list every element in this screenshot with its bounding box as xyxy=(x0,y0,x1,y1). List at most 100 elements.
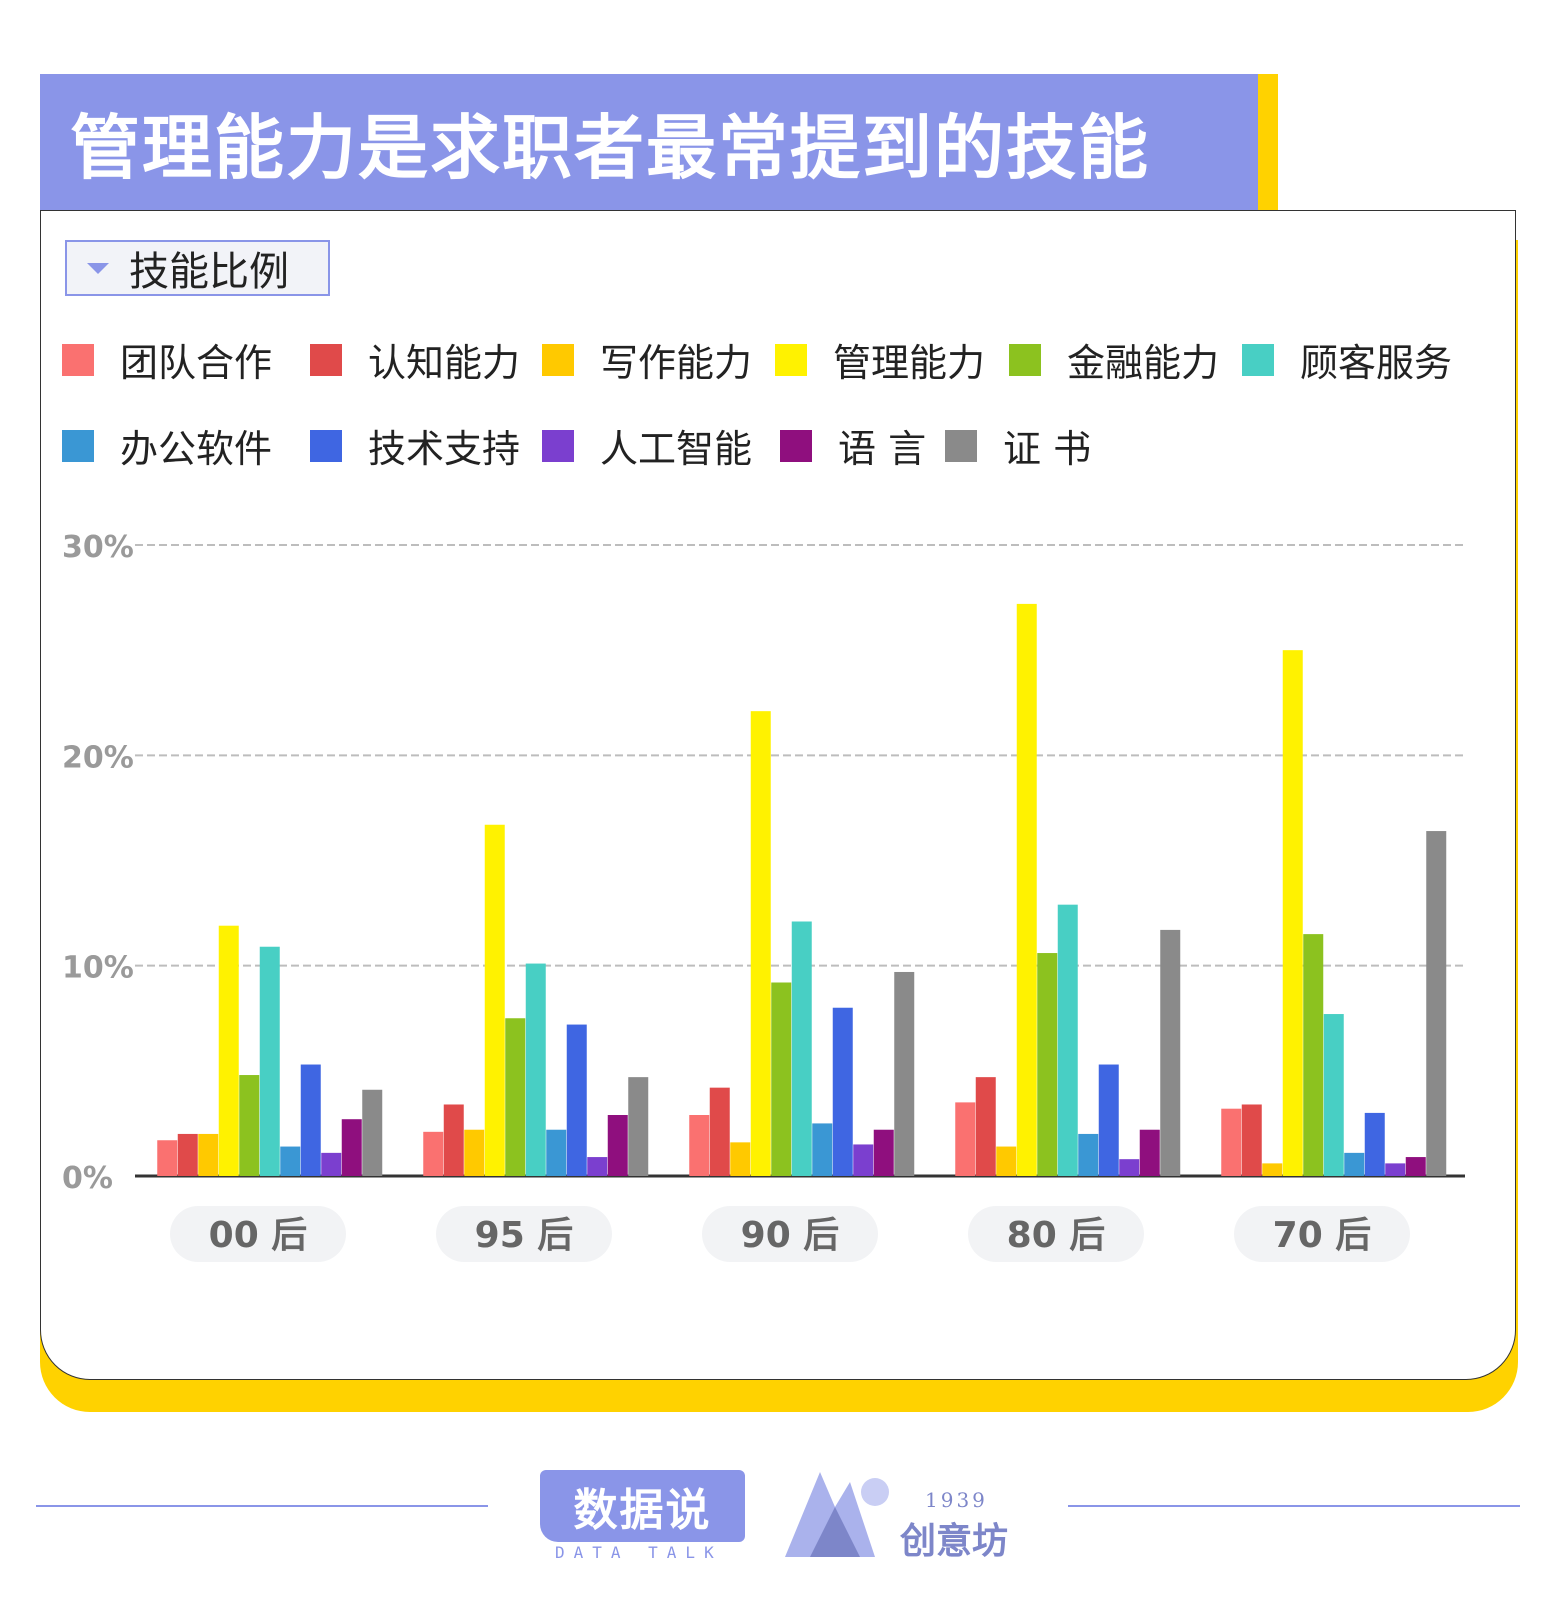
bar xyxy=(1262,1163,1283,1176)
bar xyxy=(894,971,915,1176)
x-tick-pill xyxy=(436,1206,612,1262)
x-tick-pill xyxy=(1234,1206,1410,1262)
bar xyxy=(750,711,771,1176)
legend-item[interactable]: 办公软件 xyxy=(62,418,272,473)
legend-swatch xyxy=(62,429,94,462)
bar xyxy=(1139,1129,1160,1176)
bar xyxy=(321,1152,342,1176)
legend-swatch xyxy=(1242,343,1274,376)
x-tick-label: 80 后 xyxy=(1007,1215,1106,1256)
legend-swatch xyxy=(310,429,342,462)
legend-swatch xyxy=(945,429,977,462)
bar xyxy=(1160,929,1181,1176)
legend-item[interactable]: 团队合作 xyxy=(62,332,272,387)
bar xyxy=(300,1064,321,1176)
legend-item[interactable]: 金融能力 xyxy=(1009,332,1219,387)
bar xyxy=(362,1089,383,1176)
bar xyxy=(1078,1133,1099,1176)
bar xyxy=(1282,650,1303,1176)
bar xyxy=(832,1007,853,1176)
bar xyxy=(975,1077,996,1176)
legend-label: 语 言 xyxy=(838,427,927,471)
y-tick-label: 10% xyxy=(62,951,134,986)
bar xyxy=(546,1129,567,1176)
bar xyxy=(1405,1157,1426,1176)
skill-ratio-dropdown[interactable]: 技能比例 xyxy=(65,240,330,296)
bar xyxy=(1364,1112,1385,1176)
legend-label: 技术支持 xyxy=(368,427,521,471)
bar xyxy=(730,1142,751,1176)
bar xyxy=(566,1024,587,1176)
legend-item[interactable]: 认知能力 xyxy=(310,332,520,387)
x-tick-pill xyxy=(702,1206,878,1262)
bar xyxy=(1426,831,1447,1176)
bar xyxy=(587,1157,608,1176)
logo-brand-text: 创意坊 xyxy=(900,1520,1009,1562)
bar xyxy=(443,1104,464,1176)
legend-item[interactable]: 管理能力 xyxy=(775,332,985,387)
bar xyxy=(259,946,280,1176)
legend-label: 管理能力 xyxy=(833,341,986,385)
mountain-logo-icon xyxy=(785,1472,889,1557)
bar xyxy=(1098,1064,1119,1176)
bar xyxy=(341,1119,362,1176)
bar xyxy=(689,1115,710,1176)
bar xyxy=(1344,1152,1365,1176)
bar xyxy=(791,921,812,1176)
bar xyxy=(1016,603,1037,1176)
y-tick-label: 0% xyxy=(62,1161,113,1196)
legend-swatch xyxy=(310,343,342,376)
bar xyxy=(873,1129,894,1176)
bar xyxy=(505,1018,526,1176)
x-tick-label: 95 后 xyxy=(475,1215,574,1256)
data-talk-logo: 数据说 xyxy=(540,1470,745,1542)
legend-swatch xyxy=(775,343,807,376)
x-tick-label: 90 后 xyxy=(741,1215,840,1256)
bar xyxy=(955,1102,976,1176)
bar xyxy=(607,1115,628,1176)
legend-item[interactable]: 语 言 xyxy=(780,418,926,473)
footer-divider-left xyxy=(36,1505,488,1507)
legend-label: 团队合作 xyxy=(120,341,273,385)
bar xyxy=(771,982,792,1176)
chart-card xyxy=(40,210,1516,1380)
bar xyxy=(1037,953,1058,1176)
bar xyxy=(1385,1163,1406,1176)
bar xyxy=(198,1133,219,1176)
x-tick-pill xyxy=(968,1206,1144,1262)
bar xyxy=(157,1140,178,1176)
legend-label: 写作能力 xyxy=(600,341,753,385)
x-tick-label: 70 后 xyxy=(1273,1215,1372,1256)
legend-item[interactable]: 人工智能 xyxy=(542,418,752,473)
x-tick-label: 00 后 xyxy=(209,1215,308,1256)
legend-item[interactable]: 证 书 xyxy=(945,418,1091,473)
logo-year: 1939 xyxy=(925,1488,988,1512)
data-talk-logo-subtitle: DATA TALK xyxy=(555,1543,723,1562)
bar xyxy=(1221,1108,1242,1176)
bar xyxy=(709,1087,730,1176)
page-title: 管理能力是求职者最常提到的技能 xyxy=(70,106,1150,189)
bar xyxy=(1303,934,1324,1176)
dropdown-label: 技能比例 xyxy=(129,249,289,295)
bar xyxy=(280,1146,301,1176)
bar xyxy=(484,824,505,1176)
legend-label: 顾客服务 xyxy=(1300,341,1453,385)
legend-label: 认知能力 xyxy=(368,341,521,385)
bar xyxy=(239,1075,260,1176)
legend-item[interactable]: 写作能力 xyxy=(542,332,752,387)
legend-item[interactable]: 技术支持 xyxy=(310,418,520,473)
bar xyxy=(1119,1159,1140,1176)
bar xyxy=(1323,1014,1344,1176)
x-tick-pill xyxy=(170,1206,346,1262)
legend-label: 金融能力 xyxy=(1067,341,1220,385)
footer-divider-right xyxy=(1068,1505,1520,1507)
legend-label: 办公软件 xyxy=(120,427,273,471)
legend-item[interactable]: 顾客服务 xyxy=(1242,332,1452,387)
legend-swatch xyxy=(542,429,574,462)
legend-swatch xyxy=(780,429,812,462)
bar xyxy=(464,1129,485,1176)
bar xyxy=(525,963,546,1176)
bar xyxy=(1057,904,1078,1176)
bar xyxy=(218,925,239,1176)
